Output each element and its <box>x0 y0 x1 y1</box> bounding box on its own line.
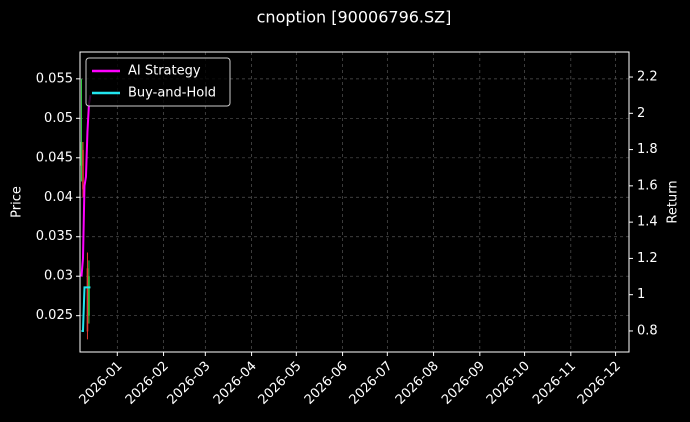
y2-tick-label: 1.4 <box>637 215 658 230</box>
y2-axis-label: Return <box>666 180 681 223</box>
y2-tick-label: 1.2 <box>637 251 658 266</box>
y-axis-label: Price <box>10 186 25 218</box>
y-tick-label: 0.045 <box>36 150 73 165</box>
candle-body <box>82 149 84 190</box>
y2-tick-label: 2.2 <box>637 70 658 85</box>
y-tick-label: 0.04 <box>44 190 73 205</box>
legend-label: Buy-and-Hold <box>128 86 216 101</box>
candle-body <box>88 276 90 316</box>
y-tick-label: 0.025 <box>36 308 73 323</box>
y2-tick-label: 1 <box>637 287 645 302</box>
y2-tick-label: 1.8 <box>637 142 658 157</box>
y-tick-label: 0.035 <box>36 229 73 244</box>
y2-tick-label: 0.8 <box>637 323 658 338</box>
candle-body <box>80 142 83 166</box>
legend-box <box>85 57 231 107</box>
candle-body <box>86 268 89 332</box>
y2-tick-label: 2 <box>637 106 645 121</box>
y-tick-label: 0.055 <box>36 71 73 86</box>
plot-frame <box>79 51 630 353</box>
legend-label: AI Strategy <box>128 64 201 79</box>
y2-tick-label: 1.6 <box>637 178 658 193</box>
y-tick-label: 0.03 <box>44 269 73 284</box>
series-line <box>81 286 91 332</box>
y-tick-label: 0.05 <box>44 111 73 126</box>
chart-title: cnoption [90006796.SZ] <box>257 8 452 27</box>
